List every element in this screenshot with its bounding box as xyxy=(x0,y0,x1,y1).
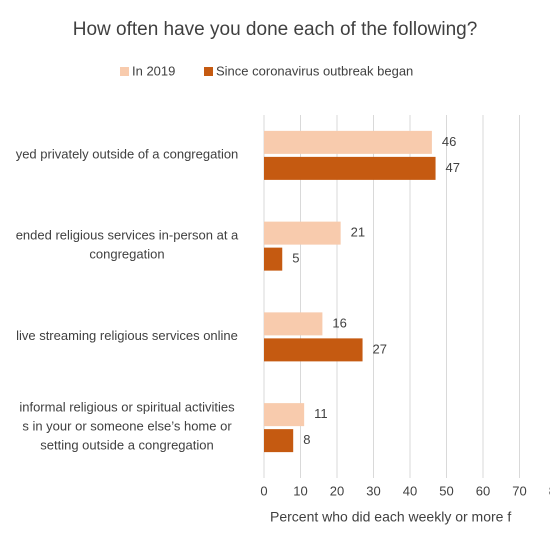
value-label: 16 xyxy=(332,315,346,330)
x-axis-label: Percent who did each weekly or more f xyxy=(270,509,511,525)
x-tick-label: 20 xyxy=(330,483,344,498)
value-label: 8 xyxy=(303,432,310,447)
bar xyxy=(264,312,323,336)
legend-label: In 2019 xyxy=(132,63,175,78)
chart-title: How often have you done each of the foll… xyxy=(73,19,478,40)
category-label: informal religious or spiritual activiti… xyxy=(19,400,235,453)
legend-swatch xyxy=(204,67,213,76)
value-label: 27 xyxy=(373,341,387,356)
x-tick-label: 70 xyxy=(512,483,526,498)
x-tick-label: 80 xyxy=(549,483,550,498)
value-label: 21 xyxy=(351,225,365,240)
x-tick-label: 0 xyxy=(260,483,267,498)
value-label: 11 xyxy=(314,406,328,421)
bar xyxy=(264,247,283,271)
x-tick-label: 40 xyxy=(403,483,417,498)
bar xyxy=(264,403,305,427)
category-label: live streaming religious services online xyxy=(16,328,238,343)
x-tick-label: 50 xyxy=(439,483,453,498)
bar xyxy=(264,429,294,453)
bar xyxy=(264,130,432,154)
legend-label: Since coronavirus outbreak began xyxy=(216,63,413,78)
bar xyxy=(264,156,436,180)
bar xyxy=(264,221,341,245)
bar xyxy=(264,338,363,362)
x-tick-label: 30 xyxy=(366,483,380,498)
legend-swatch xyxy=(120,67,129,76)
value-label: 46 xyxy=(442,134,456,149)
value-label: 5 xyxy=(292,251,299,266)
category-label: yed privately outside of a congregation xyxy=(16,147,239,162)
value-label: 47 xyxy=(446,160,460,175)
x-tick-label: 60 xyxy=(476,483,490,498)
x-tick-label: 10 xyxy=(293,483,307,498)
